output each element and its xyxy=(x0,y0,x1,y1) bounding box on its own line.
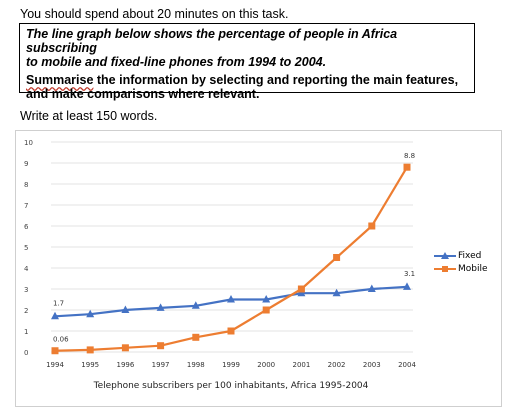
point-mobile-2003 xyxy=(368,222,376,230)
summarise-rest: the information by selecting and reporti… xyxy=(93,73,459,87)
legend-label-fixed: Fixed xyxy=(458,250,482,261)
task-box: The line graph below shows the percentag… xyxy=(19,23,475,101)
point-fixed-1995 xyxy=(86,309,95,318)
y-tick-label-2: 2 xyxy=(24,307,28,315)
x-tick-label-1995: 1995 xyxy=(81,361,99,369)
point-fixed-1999 xyxy=(227,295,235,303)
x-tick-label-1994: 1994 xyxy=(46,361,64,369)
data-label-fixed-2004: 3.1 xyxy=(404,270,415,278)
point-mobile-1995 xyxy=(86,346,94,354)
legend-item-mobile: Mobile xyxy=(434,262,488,275)
y-tick-label-9: 9 xyxy=(24,160,28,168)
y-tick-label-7: 7 xyxy=(24,202,28,210)
data-label-mobile-2004: 8.8 xyxy=(404,152,415,160)
chart-legend: Fixed Mobile xyxy=(434,249,488,275)
point-fixed-1997 xyxy=(156,303,165,311)
point-mobile-2002 xyxy=(333,254,341,261)
point-fixed-2003 xyxy=(367,284,376,292)
point-mobile-1998 xyxy=(192,333,200,341)
x-tick-label-1999: 1999 xyxy=(222,361,240,369)
intro-text: You should spend about 20 minutes on thi… xyxy=(20,7,289,21)
point-fixed-1996 xyxy=(121,305,130,313)
y-tick-label-3: 3 xyxy=(24,286,28,294)
line-chart: 0 1 2 3 4 5 6 7 8 9 10 1994 1995 1996 1997 1998 1999 2000… xyxy=(24,139,416,391)
y-tick-label-1: 1 xyxy=(24,328,28,336)
point-mobile-2001 xyxy=(297,285,305,293)
legend-swatch-fixed xyxy=(434,251,456,260)
legend-label-mobile: Mobile xyxy=(458,263,488,274)
x-axis-title: Telephone subscribers per 100 inhabitant… xyxy=(93,381,369,391)
point-mobile-2004 xyxy=(403,163,411,171)
x-tick-label-1998: 1998 xyxy=(187,361,205,369)
point-mobile-1994 xyxy=(51,347,59,355)
point-mobile-2000 xyxy=(262,306,270,314)
data-label-mobile-1994: 0.06 xyxy=(53,336,69,344)
chart-frame: 0 1 2 3 4 5 6 7 8 9 10 1994 1995 1996 1997 1998 1999 2000… xyxy=(15,130,502,407)
y-tick-label-8: 8 xyxy=(24,181,28,189)
x-tick-label-1997: 1997 xyxy=(152,361,170,369)
y-tick-label-6: 6 xyxy=(24,223,29,231)
x-tick-label-2003: 2003 xyxy=(363,361,381,369)
y-tick-label-4: 4 xyxy=(24,265,29,273)
point-mobile-1996 xyxy=(121,344,129,352)
x-tick-label-2004: 2004 xyxy=(398,361,416,369)
data-label-fixed-1994: 1.7 xyxy=(53,299,64,307)
point-fixed-2004 xyxy=(403,282,411,290)
summarise-line-1: Summarise the information by selecting a… xyxy=(26,73,468,87)
x-tick-label-2002: 2002 xyxy=(328,361,346,369)
x-tick-label-2001: 2001 xyxy=(292,361,310,369)
y-tick-label-0: 0 xyxy=(24,349,28,357)
y-tick-label-5: 5 xyxy=(24,244,28,252)
point-fixed-2002 xyxy=(332,288,341,297)
x-tick-label-1996: 1996 xyxy=(116,361,134,369)
write-prompt: Write at least 150 words. xyxy=(20,109,158,123)
summarise-line-2: and make comparisons where relevant. xyxy=(26,87,260,101)
y-tick-label-10: 10 xyxy=(24,139,33,147)
legend-item-fixed: Fixed xyxy=(434,249,488,262)
x-tick-label-2000: 2000 xyxy=(257,361,275,369)
point-fixed-1998 xyxy=(191,301,200,309)
summarise-word: Summarise xyxy=(26,73,94,87)
point-mobile-1999 xyxy=(227,327,235,335)
point-mobile-1997 xyxy=(157,342,165,350)
task-line-1: The line graph below shows the percentag… xyxy=(26,27,398,55)
series-line-mobile xyxy=(54,166,408,352)
point-fixed-2000 xyxy=(262,295,271,303)
point-fixed-1994 xyxy=(51,311,59,320)
task-line-2: to mobile and fixed-line phones from 199… xyxy=(26,55,327,69)
legend-swatch-mobile xyxy=(434,265,456,273)
